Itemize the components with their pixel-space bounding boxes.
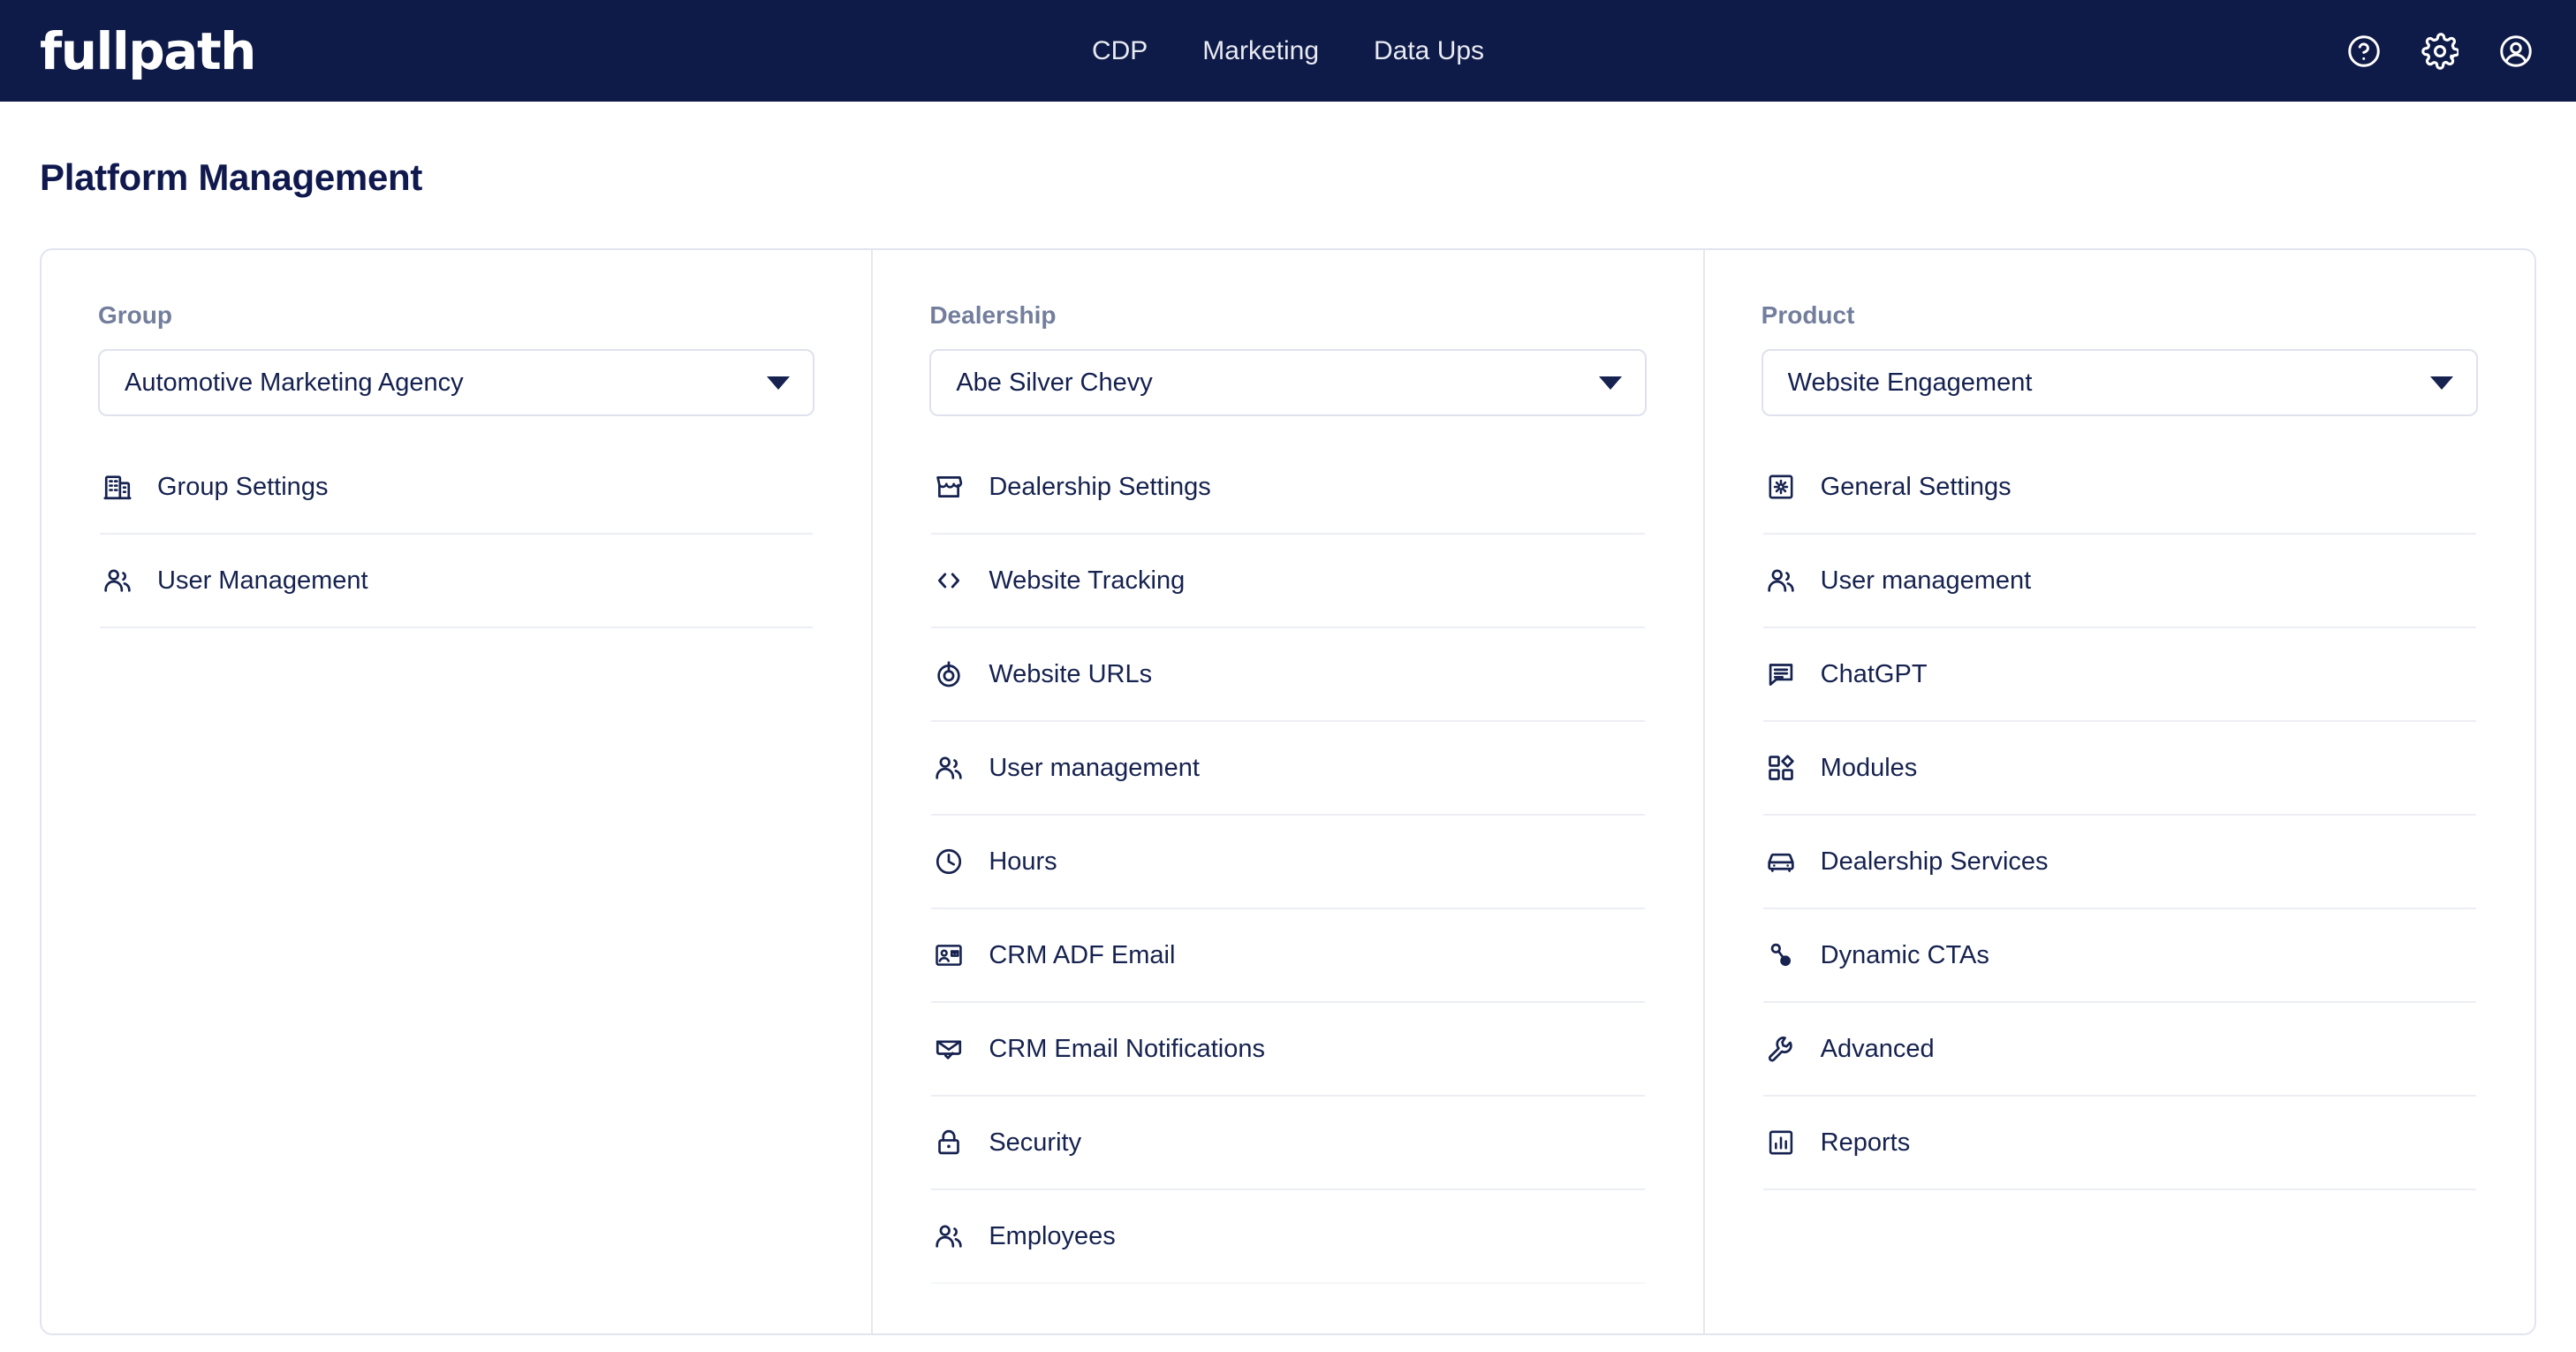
clock-icon bbox=[931, 844, 966, 879]
column-dealership: Dealership Abe Silver Chevy Dealership S… bbox=[871, 250, 1703, 1333]
menu-item-dealership-settings[interactable]: Dealership Settings bbox=[931, 441, 1645, 535]
group-menu: Group Settings User Management bbox=[98, 441, 814, 628]
menu-item-label: Modules bbox=[1820, 753, 1918, 782]
nav-item-cdp[interactable]: CDP bbox=[1091, 35, 1148, 65]
menu-item-label: CRM ADF Email bbox=[989, 940, 1176, 969]
product-select[interactable]: Website Engagement bbox=[1761, 349, 2478, 416]
dealership-menu: Dealership Settings Website Tracking bbox=[929, 441, 1646, 1284]
column-product: Product Website Engagement General Setti… bbox=[1702, 250, 2534, 1333]
storefront-icon bbox=[931, 469, 966, 505]
account-circle-icon[interactable] bbox=[2496, 31, 2536, 72]
group-select-value: Automotive Marketing Agency bbox=[125, 368, 464, 397]
nav-item-marketing[interactable]: Marketing bbox=[1202, 35, 1319, 65]
menu-item-security[interactable]: Security bbox=[931, 1097, 1645, 1190]
top-bar-actions bbox=[2344, 31, 2536, 72]
menu-item-chatgpt[interactable]: ChatGPT bbox=[1762, 628, 2476, 722]
users-icon bbox=[1763, 563, 1799, 598]
menu-item-hours[interactable]: Hours bbox=[931, 816, 1645, 909]
menu-item-label: Hours bbox=[989, 847, 1057, 876]
group-label: Group bbox=[98, 301, 172, 329]
car-icon bbox=[1763, 844, 1799, 879]
dealership-label: Dealership bbox=[929, 301, 1057, 329]
code-brackets-icon bbox=[931, 563, 966, 598]
gear-icon[interactable] bbox=[2420, 31, 2460, 72]
menu-item-label: Reports bbox=[1820, 1128, 1911, 1157]
dealership-select[interactable]: Abe Silver Chevy bbox=[929, 349, 1647, 416]
menu-item-general-settings[interactable]: General Settings bbox=[1762, 441, 2476, 535]
menu-item-label: CRM Email Notifications bbox=[989, 1034, 1265, 1063]
menu-item-dynamic-ctas[interactable]: Dynamic CTAs bbox=[1762, 909, 2476, 1003]
menu-item-crm-adf-email[interactable]: CRM ADF Email bbox=[931, 909, 1645, 1003]
top-navigation-bar: fullpath CDP Marketing Data Ups bbox=[0, 0, 2576, 102]
lock-icon bbox=[931, 1125, 966, 1160]
menu-item-label: Website Tracking bbox=[989, 566, 1186, 595]
menu-item-label: User Management bbox=[157, 566, 368, 595]
target-power-icon bbox=[931, 657, 966, 692]
menu-item-label: Dealership Services bbox=[1820, 847, 2049, 876]
menu-item-reports[interactable]: Reports bbox=[1762, 1097, 2476, 1190]
building-icon bbox=[100, 469, 135, 505]
shapes-grid-icon bbox=[1763, 750, 1799, 786]
menu-item-user-management[interactable]: User Management bbox=[100, 535, 814, 628]
menu-item-dealership-services[interactable]: Dealership Services bbox=[1762, 816, 2476, 909]
menu-item-label: Group Settings bbox=[157, 472, 329, 501]
menu-item-label: Website URLs bbox=[989, 659, 1153, 688]
menu-item-label: ChatGPT bbox=[1820, 659, 1928, 688]
menu-item-modules[interactable]: Modules bbox=[1762, 722, 2476, 816]
product-menu: General Settings User management bbox=[1762, 441, 2478, 1190]
menu-item-website-urls[interactable]: Website URLs bbox=[931, 628, 1645, 722]
wrench-icon bbox=[1763, 1031, 1799, 1067]
menu-item-group-settings[interactable]: Group Settings bbox=[100, 441, 814, 535]
platform-management-card: Group Automotive Marketing Agency Group … bbox=[40, 248, 2536, 1335]
nodes-icon bbox=[1763, 938, 1799, 973]
menu-item-label: Dealership Settings bbox=[989, 472, 1211, 501]
menu-item-website-tracking[interactable]: Website Tracking bbox=[931, 535, 1645, 628]
product-label: Product bbox=[1761, 301, 1855, 329]
menu-item-label: Security bbox=[989, 1128, 1082, 1157]
chevron-down-icon bbox=[767, 376, 791, 390]
chevron-down-icon bbox=[2429, 376, 2453, 390]
chevron-down-icon bbox=[1598, 376, 1622, 390]
fullpath-logo[interactable]: fullpath bbox=[40, 20, 256, 81]
chat-icon bbox=[1763, 657, 1799, 692]
help-circle-icon[interactable] bbox=[2344, 31, 2384, 72]
column-group: Group Automotive Marketing Agency Group … bbox=[42, 250, 871, 1333]
menu-item-employees[interactable]: Employees bbox=[931, 1190, 1645, 1284]
nav-item-data-ups[interactable]: Data Ups bbox=[1374, 35, 1485, 65]
users-icon bbox=[931, 1219, 966, 1254]
menu-item-crm-email-notifications[interactable]: CRM Email Notifications bbox=[931, 1003, 1645, 1097]
menu-item-label: User management bbox=[989, 753, 1200, 782]
mail-check-icon bbox=[931, 1031, 966, 1067]
page-title: Platform Management bbox=[40, 156, 423, 198]
menu-item-label: User management bbox=[1820, 566, 2032, 595]
product-select-value: Website Engagement bbox=[1787, 368, 2033, 397]
dealership-select-value: Abe Silver Chevy bbox=[956, 368, 1153, 397]
group-select[interactable]: Automotive Marketing Agency bbox=[98, 349, 815, 416]
menu-item-advanced[interactable]: Advanced bbox=[1762, 1003, 2476, 1097]
bar-chart-square-icon bbox=[1763, 1125, 1799, 1160]
users-icon bbox=[100, 563, 135, 598]
menu-item-label: Dynamic CTAs bbox=[1820, 940, 1989, 969]
menu-item-user-management[interactable]: User management bbox=[1762, 535, 2476, 628]
users-icon bbox=[931, 750, 966, 786]
menu-item-label: Advanced bbox=[1820, 1034, 1935, 1063]
menu-item-user-management[interactable]: User management bbox=[931, 722, 1645, 816]
gear-square-icon bbox=[1763, 469, 1799, 505]
menu-item-label: Employees bbox=[989, 1221, 1116, 1250]
menu-item-label: General Settings bbox=[1820, 472, 2012, 501]
contact-card-icon bbox=[931, 938, 966, 973]
main-nav: CDP Marketing Data Ups bbox=[1092, 36, 1484, 66]
